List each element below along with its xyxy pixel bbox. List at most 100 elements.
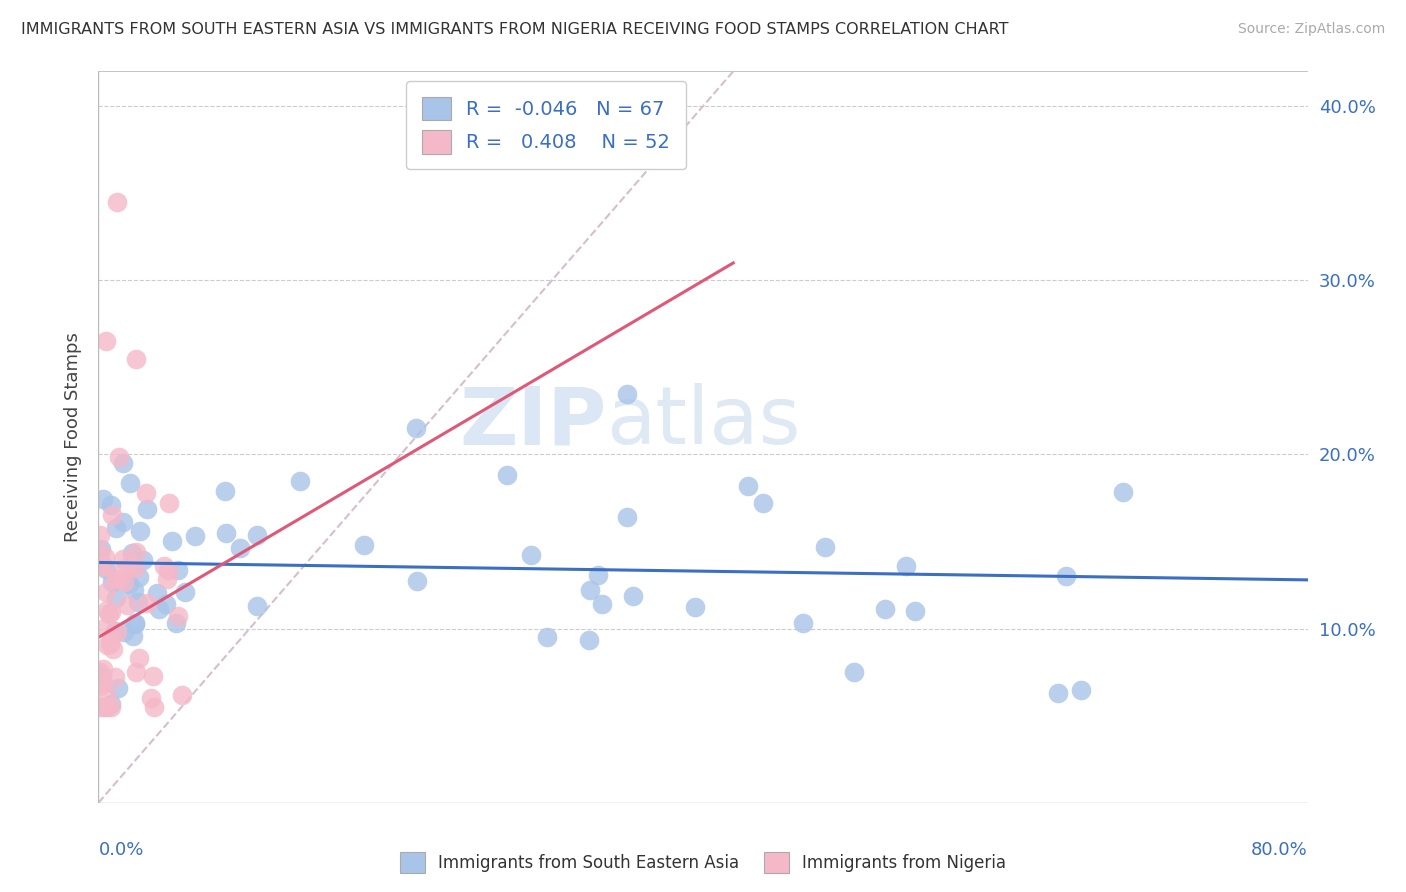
Point	[100, 605, 122, 619]
Point	[96, 688, 118, 702]
Point	[93, 550, 115, 565]
Point	[290, 474, 312, 488]
Point	[112, 551, 135, 566]
Point	[101, 575, 124, 590]
Point	[125, 665, 148, 680]
Point	[214, 484, 236, 499]
Point	[621, 589, 644, 603]
Point	[143, 700, 166, 714]
Point	[98, 637, 121, 651]
Point	[89, 680, 111, 694]
Point	[737, 479, 759, 493]
Point	[127, 595, 149, 609]
Point	[814, 540, 837, 554]
Point	[128, 650, 150, 665]
Point	[93, 559, 115, 574]
Point	[118, 558, 141, 572]
Point	[1111, 485, 1133, 500]
Point	[579, 583, 602, 598]
Point	[90, 677, 112, 691]
Point	[246, 528, 269, 542]
Point	[616, 510, 638, 524]
Point	[132, 553, 155, 567]
Point	[159, 496, 181, 510]
Point	[405, 421, 427, 435]
Point	[100, 631, 122, 645]
Point	[683, 600, 706, 615]
Point	[107, 681, 129, 695]
Point	[96, 639, 118, 653]
Point	[112, 456, 135, 470]
Point	[91, 669, 114, 683]
Point	[157, 563, 180, 577]
Point	[229, 541, 252, 555]
Point	[167, 563, 190, 577]
Point	[96, 700, 118, 714]
Point	[93, 700, 115, 714]
Point	[112, 563, 135, 577]
Text: ZIP: ZIP	[458, 384, 606, 461]
Point	[107, 573, 129, 587]
Point	[91, 558, 114, 572]
Point	[141, 691, 163, 706]
Point	[94, 585, 117, 599]
Point	[616, 386, 638, 401]
Point	[118, 577, 141, 591]
Point	[495, 468, 517, 483]
Text: 80.0%: 80.0%	[1251, 841, 1308, 859]
Point	[89, 700, 111, 714]
Point	[120, 476, 142, 491]
Point	[94, 334, 117, 349]
Legend: R =  -0.046   N = 67, R =   0.408    N = 52: R = -0.046 N = 67, R = 0.408 N = 52	[406, 81, 686, 169]
Point	[904, 604, 927, 618]
Point	[578, 633, 600, 648]
Legend: Immigrants from South Eastern Asia, Immigrants from Nigeria: Immigrants from South Eastern Asia, Immi…	[392, 846, 1014, 880]
Point	[115, 598, 138, 612]
Point	[894, 558, 917, 573]
Point	[136, 502, 159, 516]
Point	[105, 624, 128, 639]
Point	[124, 615, 146, 630]
Point	[142, 669, 165, 683]
Point	[112, 575, 135, 590]
Point	[591, 597, 613, 611]
Point	[135, 596, 157, 610]
Point	[100, 700, 122, 714]
Point	[160, 533, 183, 548]
Point	[111, 515, 134, 529]
Point	[129, 524, 152, 538]
Point	[104, 624, 127, 638]
Point	[121, 546, 143, 560]
Y-axis label: Receiving Food Stamps: Receiving Food Stamps	[63, 332, 82, 542]
Point	[155, 598, 177, 612]
Point	[214, 526, 236, 541]
Point	[104, 670, 127, 684]
Point	[519, 548, 541, 562]
Point	[94, 562, 117, 576]
Point	[873, 602, 896, 616]
Point	[105, 194, 128, 209]
Text: IMMIGRANTS FROM SOUTH EASTERN ASIA VS IMMIGRANTS FROM NIGERIA RECEIVING FOOD STA: IMMIGRANTS FROM SOUTH EASTERN ASIA VS IM…	[21, 22, 1008, 37]
Point	[91, 662, 114, 676]
Text: atlas: atlas	[606, 384, 800, 461]
Point	[90, 559, 112, 574]
Point	[101, 642, 124, 657]
Point	[121, 629, 143, 643]
Point	[170, 688, 193, 702]
Point	[148, 602, 170, 616]
Point	[124, 560, 146, 574]
Point	[125, 351, 148, 366]
Point	[105, 521, 128, 535]
Point	[112, 625, 135, 640]
Point	[156, 572, 179, 586]
Point	[173, 584, 195, 599]
Point	[153, 559, 176, 574]
Point	[135, 486, 157, 500]
Point	[89, 528, 111, 542]
Point	[1054, 569, 1077, 583]
Point	[124, 616, 146, 631]
Point	[94, 620, 117, 634]
Point	[844, 665, 866, 680]
Point	[96, 602, 118, 616]
Point	[89, 546, 111, 560]
